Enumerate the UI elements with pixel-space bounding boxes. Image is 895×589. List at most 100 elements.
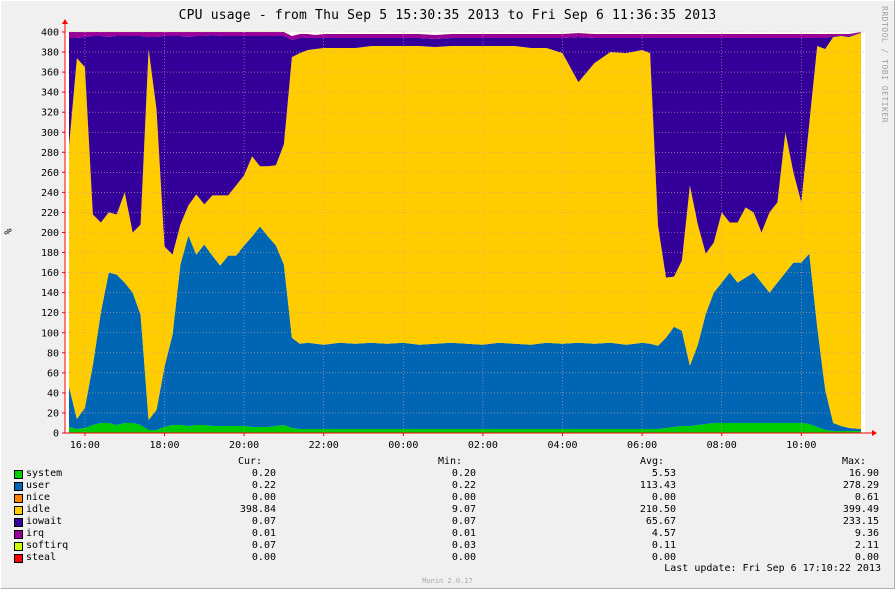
legend-swatch <box>14 554 23 563</box>
x-tick-label: 16:00 <box>70 440 100 451</box>
y-tick-label: 0 <box>53 429 59 440</box>
legend-header-row: Cur: Min: Avg: Max: <box>0 456 895 468</box>
legend-header-avg: Avg: <box>640 456 665 467</box>
rrdtool-credit: RRDTOOL / TOBI OETIKER <box>880 6 889 123</box>
legend-avg: 0.00 <box>651 552 676 563</box>
legend-swatch <box>14 542 23 551</box>
legend-min: 0.01 <box>451 528 476 539</box>
legend-swatch <box>14 482 23 491</box>
legend-header-max: Max: <box>842 456 867 467</box>
grid-lines <box>65 31 865 434</box>
x-tick-label: 02:00 <box>468 440 498 451</box>
legend-max: 0.61 <box>854 492 879 503</box>
legend-swatch <box>14 506 23 515</box>
y-tick-label: 320 <box>41 108 59 119</box>
legend-row-steal: steal 0.00 0.00 0.00 0.00 <box>0 552 895 564</box>
y-tick-label: 20 <box>47 408 59 419</box>
legend-swatch <box>14 518 23 527</box>
legend-max: 233.15 <box>842 516 879 527</box>
stacked-areas <box>69 31 861 433</box>
legend-name: system <box>26 468 63 479</box>
legend-min: 0.20 <box>451 468 476 479</box>
y-tick-label: 260 <box>41 168 59 179</box>
legend-min: 0.00 <box>451 492 476 503</box>
area-iowait <box>69 33 861 278</box>
x-tick-label: 00:00 <box>388 440 418 451</box>
y-tick-label: 340 <box>41 88 59 99</box>
legend-row-idle: idle 398.84 9.07 210.50 399.49 <box>0 504 895 516</box>
legend-cur: 0.22 <box>251 480 276 491</box>
legend-cur: 0.00 <box>251 492 276 503</box>
legend-row-user: user 0.22 0.22 113.43 278.29 <box>0 480 895 492</box>
legend-avg: 210.50 <box>639 504 676 515</box>
x-tick-label: 20:00 <box>229 440 259 451</box>
cpu-area-chart: 0 20 40 60 80 100 120 140 160 180 200 220 240 260 280 3… <box>41 19 877 451</box>
legend-max: 278.29 <box>842 480 879 491</box>
y-tick-label: 380 <box>41 48 59 59</box>
legend-cur: 0.20 <box>251 468 276 479</box>
legend-max: 0.00 <box>854 552 879 563</box>
y-tick-label: 40 <box>47 388 59 399</box>
y-tick-label: 80 <box>47 348 59 359</box>
x-tick-label: 18:00 <box>149 440 179 451</box>
y-tick-label: 300 <box>41 128 59 139</box>
legend-min: 0.03 <box>451 540 476 551</box>
legend-header-cur: Cur: <box>238 456 263 467</box>
chart-title: CPU usage - from Thu Sep 5 15:30:35 2013… <box>178 8 717 23</box>
legend-max: 2.11 <box>854 540 879 551</box>
legend-name: idle <box>26 504 51 515</box>
y-tick-label: 60 <box>47 368 59 379</box>
legend-row-nice: nice 0.00 0.00 0.00 0.61 <box>0 492 895 504</box>
x-tick-label: 10:00 <box>786 440 816 451</box>
area-user <box>69 226 861 431</box>
last-update: Last update: Fri Sep 6 17:10:22 2013 <box>664 563 881 574</box>
legend-avg: 0.11 <box>651 540 676 551</box>
area-softirq <box>69 31 861 36</box>
legend-name: steal <box>26 552 57 563</box>
legend-min: 9.07 <box>451 504 476 515</box>
legend-row-softirq: softirq 0.07 0.03 0.11 2.11 <box>0 540 895 552</box>
legend-avg: 0.00 <box>651 492 676 503</box>
legend-min: 0.00 <box>451 552 476 563</box>
legend-swatch <box>14 530 23 539</box>
y-tick-label: 360 <box>41 68 59 79</box>
x-tick-label: 22:00 <box>309 440 339 451</box>
y-tick-label: 240 <box>41 188 59 199</box>
legend-row-iowait: iowait 0.07 0.07 65.67 233.15 <box>0 516 895 528</box>
legend-name: nice <box>26 492 51 503</box>
x-tick-label: 08:00 <box>707 440 737 451</box>
legend-name: softirq <box>26 540 69 551</box>
x-tick-label: 06:00 <box>627 440 657 451</box>
y-tick-label: 220 <box>41 208 59 219</box>
legend-max: 9.36 <box>854 528 879 539</box>
y-tick-label: 280 <box>41 148 59 159</box>
y-tick-label: 100 <box>41 328 59 339</box>
x-tick-label: 04:00 <box>547 440 577 451</box>
legend-cur: 0.00 <box>251 552 276 563</box>
legend-avg: 4.57 <box>651 528 676 539</box>
y-tick-label: 180 <box>41 248 59 259</box>
munin-version: Munin 2.0.17 <box>422 577 473 585</box>
legend-avg: 5.53 <box>651 468 676 479</box>
area-idle <box>69 33 861 429</box>
legend-cur: 0.07 <box>251 540 276 551</box>
area-system <box>69 423 861 433</box>
x-axis-arrow <box>872 430 877 436</box>
legend-min: 0.22 <box>451 480 476 491</box>
legend-name: irq <box>26 528 45 539</box>
legend-row-system: system 0.20 0.20 5.53 16.90 <box>0 468 895 480</box>
legend-min: 0.07 <box>451 516 476 527</box>
x-axis-ticks: 16:00 18:00 20:00 22:00 00:00 02:00 04:00 06:00… <box>70 433 816 451</box>
legend-row-irq: irq 0.01 0.01 4.57 9.36 <box>0 528 895 540</box>
legend-swatch <box>14 494 23 503</box>
legend-cur: 0.01 <box>251 528 276 539</box>
y-tick-label: 200 <box>41 228 59 239</box>
legend-max: 399.49 <box>842 504 879 515</box>
y-tick-label: 140 <box>41 288 59 299</box>
legend-cur: 398.84 <box>239 504 276 515</box>
y-axis-arrow <box>62 19 68 24</box>
y-tick-label: 120 <box>41 308 59 319</box>
y-tick-label: 400 <box>41 28 59 39</box>
legend-header-min: Min: <box>438 456 463 467</box>
legend-cur: 0.07 <box>251 516 276 527</box>
